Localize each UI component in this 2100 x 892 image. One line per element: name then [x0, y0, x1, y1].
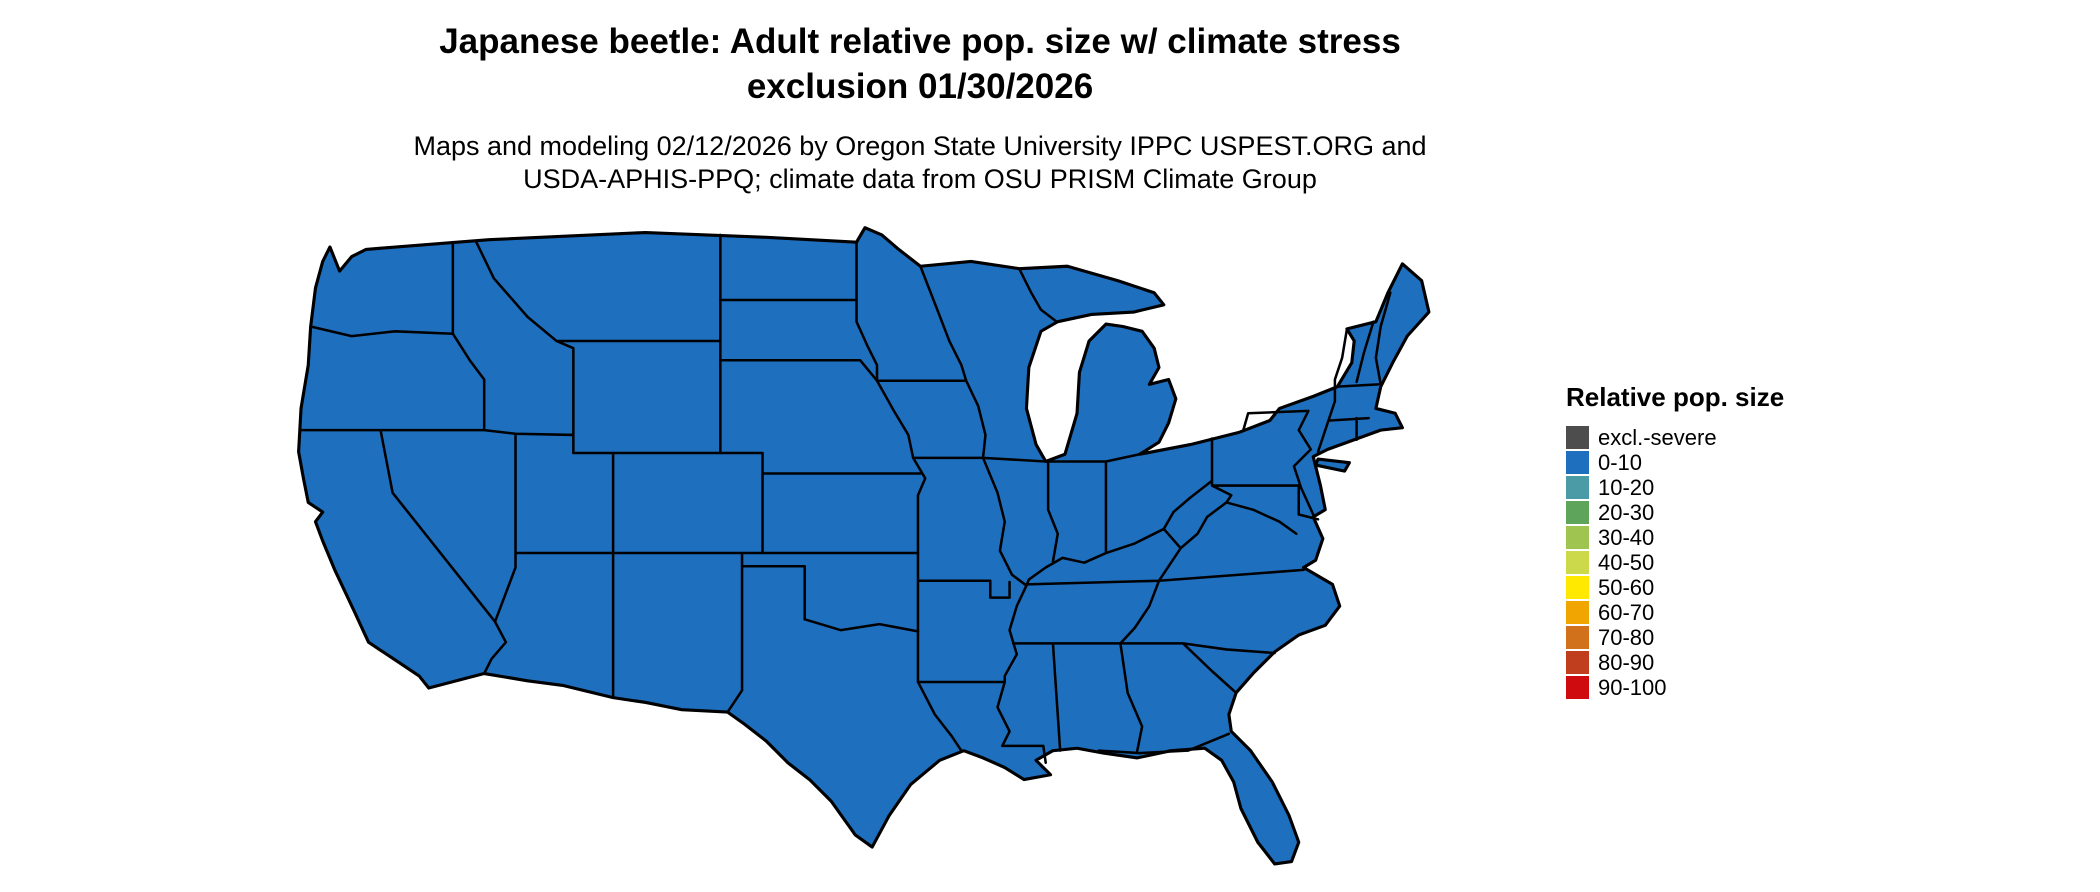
state-borders-south — [1011, 568, 1305, 755]
legend-item-label: excl.-severe — [1598, 424, 1717, 450]
us-landmass — [297, 226, 1431, 866]
legend-item-label: 0-10 — [1598, 449, 1643, 475]
state-borders-west — [298, 233, 923, 714]
legend-swatch — [1566, 501, 1589, 524]
legend-item: 30-40 — [1566, 525, 1784, 550]
legend-item-label: 10-20 — [1598, 474, 1655, 500]
us-map-svg — [297, 226, 1431, 866]
legend-item: 20-30 — [1566, 500, 1784, 525]
legend-item: 40-50 — [1566, 550, 1784, 575]
legend-item-label: 80-90 — [1598, 649, 1655, 675]
legend-swatch — [1566, 426, 1589, 449]
legend-swatch — [1566, 676, 1589, 699]
subtitle-line2: USDA-APHIS-PPQ; climate data from OSU PR… — [523, 164, 1317, 195]
page-title-line2: exclusion 01/30/2026 — [746, 66, 1094, 106]
map-legend: Relative pop. size excl.-severe 0-10 10-… — [1566, 382, 1784, 700]
legend-item: 60-70 — [1566, 600, 1784, 625]
legend-item: excl.-severe — [1566, 425, 1784, 450]
legend-swatch — [1566, 601, 1589, 624]
legend-item-label: 30-40 — [1598, 524, 1655, 550]
legend-item: 80-90 — [1566, 650, 1784, 675]
state-borders-northeast — [1017, 267, 1392, 587]
legend-title: Relative pop. size — [1566, 382, 1785, 412]
legend-item: 90-100 — [1566, 675, 1784, 700]
legend-item-label: 90-100 — [1598, 674, 1667, 700]
legend-item-label: 70-80 — [1598, 624, 1655, 650]
legend-swatch — [1566, 551, 1589, 574]
legend-item-label: 60-70 — [1598, 599, 1655, 625]
legend-item: 50-60 — [1566, 575, 1784, 600]
legend-swatch — [1566, 651, 1589, 674]
legend-swatch — [1566, 576, 1589, 599]
legend-item: 70-80 — [1566, 625, 1784, 650]
subtitle-line1: Maps and modeling 02/12/2026 by Oregon S… — [413, 130, 1427, 161]
long-island — [1314, 457, 1351, 473]
map-header: Japanese beetle: Adult relative pop. siz… — [0, 20, 1840, 197]
legend-item-label: 50-60 — [1598, 574, 1655, 600]
map-subtitle: Maps and modeling 02/12/2026 by Oregon S… — [0, 130, 1840, 198]
legend-swatch — [1566, 526, 1589, 549]
legend-item: 0-10 — [1566, 450, 1784, 475]
legend-swatch — [1566, 476, 1589, 499]
legend-item-label: 40-50 — [1598, 549, 1655, 575]
us-map — [248, 206, 1453, 881]
page-title-line1: Japanese beetle: Adult relative pop. siz… — [439, 22, 1401, 61]
legend-swatch — [1566, 451, 1589, 474]
legend-item: 10-20 — [1566, 475, 1784, 500]
legend-swatch — [1566, 626, 1589, 649]
legend-item-label: 20-30 — [1598, 499, 1655, 525]
